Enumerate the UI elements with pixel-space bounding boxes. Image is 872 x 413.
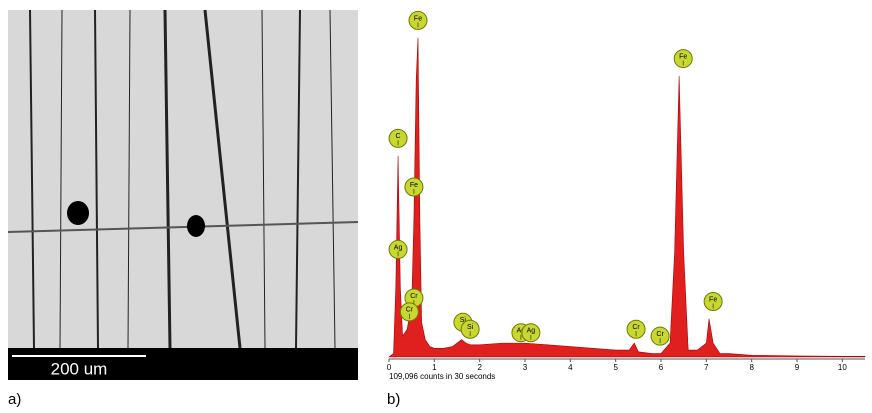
element-marker — [408, 10, 428, 30]
element-marker — [703, 291, 723, 311]
element-label: Fe — [414, 15, 422, 22]
x-tick-label: 10 — [838, 363, 847, 372]
sem-texture — [7, 9, 359, 349]
element-label: Si — [460, 317, 467, 324]
element-label: Ag — [394, 244, 403, 251]
element-label: Ag — [527, 328, 536, 335]
scale-bar-box — [8, 348, 358, 380]
footnote: 109,096 counts in 30 seconds — [389, 372, 495, 381]
element-label: Cr — [410, 293, 418, 300]
element-marker — [388, 128, 408, 148]
element-marker — [460, 319, 480, 339]
element-marker — [521, 323, 541, 343]
x-tick-label: 6 — [659, 363, 664, 372]
scale-bar-label: 200 um — [51, 359, 108, 378]
x-tick-label: 7 — [704, 363, 709, 372]
element-label: Fe — [679, 53, 687, 60]
element-marker — [673, 49, 693, 69]
x-tick-label: 9 — [795, 363, 800, 372]
element-label: Ag — [517, 328, 526, 335]
element-label: Cr — [406, 307, 414, 314]
element-marker — [626, 319, 646, 339]
x-tick-label: 3 — [523, 363, 528, 372]
element-label: Cr — [632, 324, 640, 331]
element-marker — [399, 302, 419, 322]
x-tick-label: 5 — [613, 363, 618, 372]
element-marker — [650, 326, 670, 346]
panel-label: a) — [8, 391, 21, 408]
sem-pore — [67, 201, 89, 225]
panel-label: b) — [387, 391, 400, 408]
x-tick-label: 4 — [568, 363, 573, 372]
x-tick-label: 8 — [749, 363, 754, 372]
element-label: Fe — [709, 296, 717, 303]
sem-pore — [187, 215, 205, 237]
element-marker — [388, 239, 408, 259]
x-tick-label: 1 — [432, 363, 437, 372]
element-label: Si — [467, 324, 474, 331]
x-tick-label: 2 — [477, 363, 482, 372]
element-label: C — [396, 133, 401, 140]
element-marker — [404, 177, 424, 197]
element-label: Cr — [656, 331, 664, 338]
spectrum — [388, 37, 866, 358]
element-label: Fe — [410, 182, 418, 189]
x-tick-label: 0 — [387, 363, 392, 372]
